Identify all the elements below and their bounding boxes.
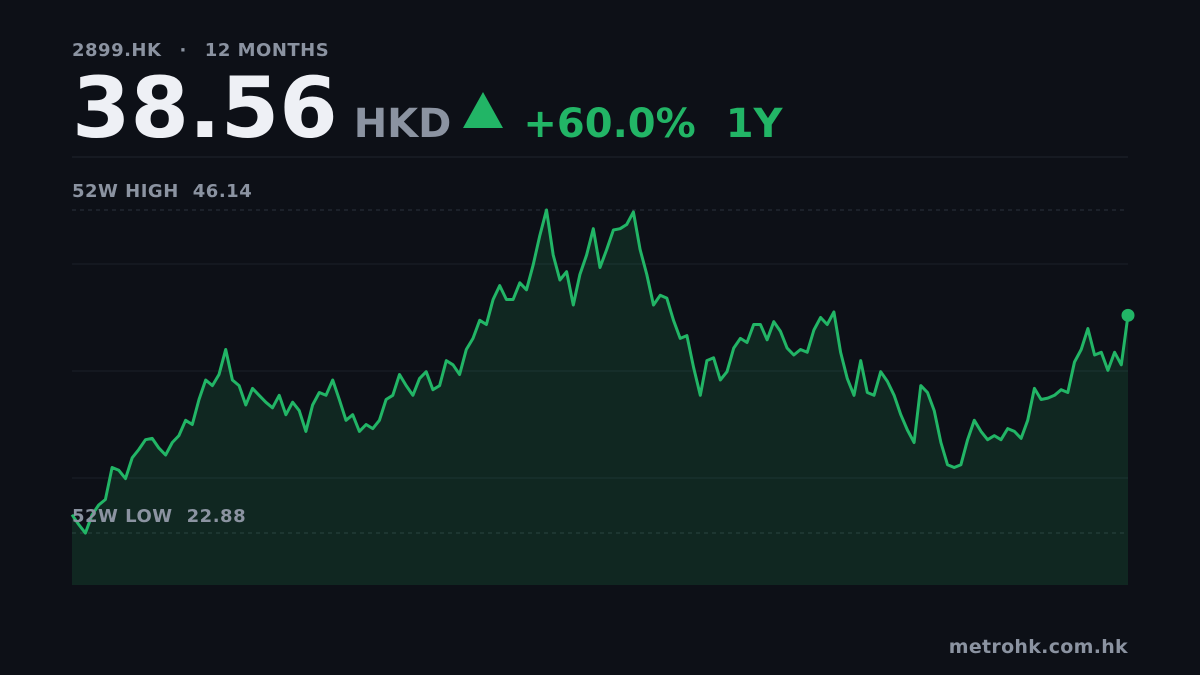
currency: HKD bbox=[353, 101, 452, 147]
low-label-text: 52W LOW bbox=[72, 506, 173, 527]
plot bbox=[70, 208, 1135, 585]
subtitle: 2899.HK · 12 MONTHS bbox=[72, 40, 329, 61]
last-point bbox=[1121, 308, 1135, 322]
price: 38.56 bbox=[72, 59, 338, 157]
line bbox=[70, 208, 1130, 535]
ticker: 2899.HK bbox=[72, 40, 162, 61]
change: +60.0% bbox=[523, 101, 696, 147]
low-label: 52W LOW 22.88 bbox=[72, 506, 246, 527]
high-label: 52W HIGH 46.14 bbox=[72, 181, 252, 202]
low-value: 22.88 bbox=[187, 506, 246, 527]
grid bbox=[72, 209, 1128, 534]
period: 12 MONTHS bbox=[204, 40, 330, 61]
high-label-text: 52W HIGH bbox=[72, 181, 179, 202]
high-value: 46.14 bbox=[193, 181, 252, 202]
area bbox=[72, 210, 1128, 585]
up-arrow bbox=[463, 92, 504, 128]
separator-dot: · bbox=[179, 40, 187, 61]
source: metrohk.com.hk bbox=[948, 636, 1128, 658]
change-period: 1Y bbox=[725, 101, 783, 147]
price-row: 38.56 HKD +60.0% 1Y bbox=[72, 66, 782, 150]
